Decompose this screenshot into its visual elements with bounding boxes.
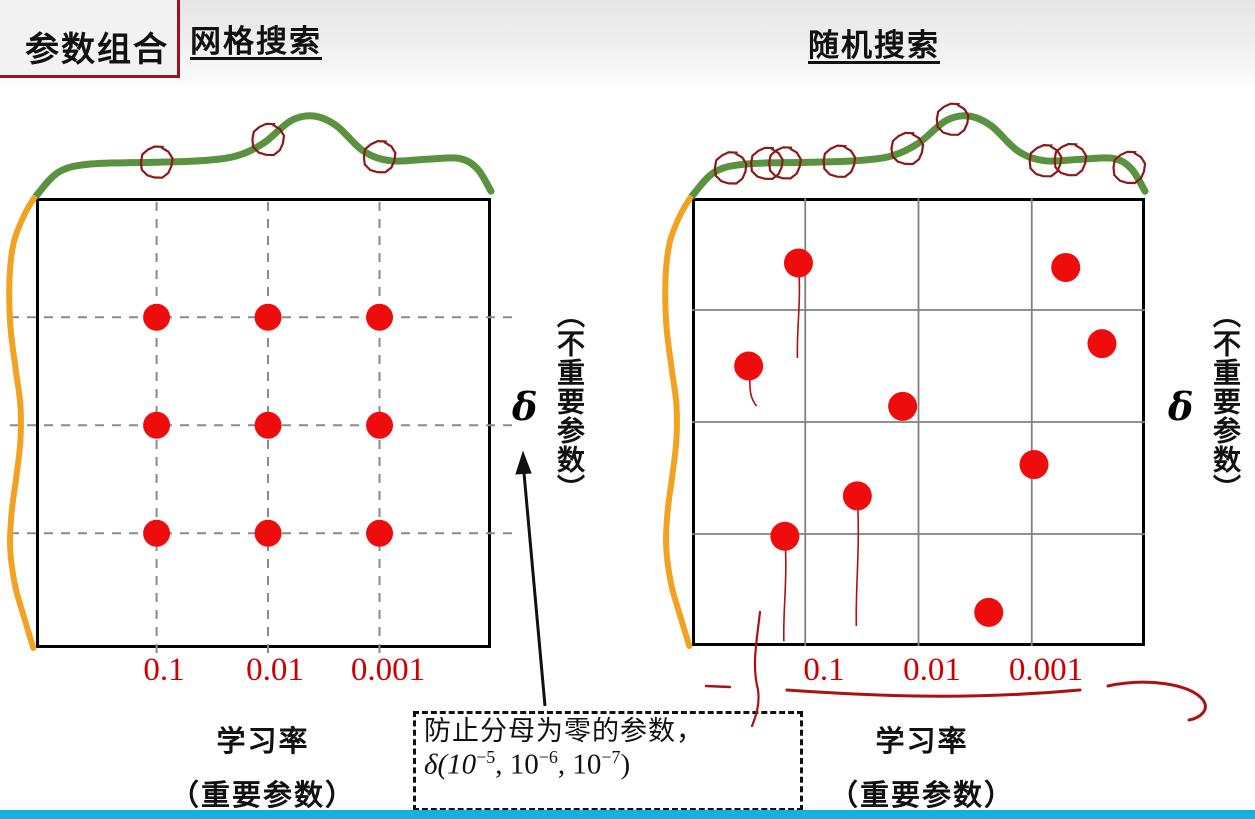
callout-exp-2: −6 bbox=[538, 747, 558, 768]
callout-exp-3: −7 bbox=[601, 747, 621, 768]
right-curve-marker-2 bbox=[768, 146, 802, 180]
right-x-tick-2: 0.001 bbox=[1008, 652, 1084, 688]
left-x-tick-0: 0.1 bbox=[143, 652, 185, 688]
grid-search-plot-frame bbox=[36, 198, 491, 648]
right-delta-symbol: δ bbox=[1168, 384, 1194, 429]
callout-arrow-line bbox=[521, 461, 547, 707]
header-band bbox=[0, 0, 1255, 88]
left-curve-marker-2 bbox=[362, 139, 397, 174]
callout-mid-1: , 10 bbox=[495, 748, 539, 781]
callout-line-2: δ(10−5, 10−6, 10−7) bbox=[424, 747, 794, 782]
right-curve-marker-4 bbox=[890, 131, 925, 166]
right-y-caption: （不重要参数） bbox=[1209, 300, 1242, 503]
corner-label-text: 参数组合 bbox=[25, 30, 169, 70]
right-curve-marker-6 bbox=[1028, 143, 1063, 178]
right-curve-marker-1 bbox=[749, 146, 784, 181]
callout-suffix: ) bbox=[620, 748, 631, 781]
corner-label-box: 参数组合 bbox=[0, 0, 180, 78]
callout-box: 防止分母为零的参数， δ(10−5, 10−6, 10−7) bbox=[413, 711, 803, 811]
left-objective-curve-left bbox=[6, 195, 37, 651]
left-x-caption-line2: （重要参数） bbox=[169, 778, 357, 812]
right-curve-marker-7 bbox=[1053, 142, 1088, 177]
left-x-tick-2: 0.001 bbox=[350, 652, 426, 688]
right-objective-curve-left bbox=[662, 195, 693, 649]
right-curve-marker-5 bbox=[935, 102, 970, 136]
callout-exp-1: −5 bbox=[476, 747, 496, 768]
callout-delta: δ(10 bbox=[424, 748, 477, 781]
bottom-accent-band bbox=[0, 810, 1255, 819]
right-x-tick-1: 0.01 bbox=[903, 652, 961, 688]
annotation-underline bbox=[785, 688, 1082, 698]
callout-mid-2: , 10 bbox=[557, 748, 602, 781]
annotation-dash-left bbox=[704, 684, 732, 689]
right-x-caption-line2: （重要参数） bbox=[828, 778, 1016, 812]
left-curve-marker-0 bbox=[139, 145, 174, 179]
callout-line-1: 防止分母为零的参数， bbox=[424, 716, 704, 747]
random-search-plot-frame bbox=[692, 198, 1145, 646]
left-curve-marker-1 bbox=[251, 122, 286, 157]
left-objective-curve-top bbox=[32, 112, 495, 200]
right-objective-curve-top bbox=[688, 112, 1149, 200]
callout-arrow-head bbox=[515, 450, 532, 475]
right-x-tick-0: 0.1 bbox=[803, 652, 845, 688]
panel-title-grid-search: 网格搜索 bbox=[190, 24, 322, 60]
right-curve-marker-3 bbox=[822, 144, 857, 178]
panel-title-random-search: 随机搜索 bbox=[808, 28, 940, 64]
left-x-caption-line1: 学习率 bbox=[216, 724, 310, 758]
left-x-tick-1: 0.01 bbox=[246, 652, 304, 688]
annotation-hook-right bbox=[1106, 680, 1207, 722]
callout-arrow bbox=[515, 450, 547, 707]
left-delta-symbol: δ bbox=[512, 384, 538, 429]
right-curve-marker-8 bbox=[1112, 150, 1147, 185]
right-curve-marker-0 bbox=[713, 151, 748, 185]
left-y-caption: （不重要参数） bbox=[553, 300, 586, 503]
right-x-caption-line1: 学习率 bbox=[875, 724, 969, 758]
